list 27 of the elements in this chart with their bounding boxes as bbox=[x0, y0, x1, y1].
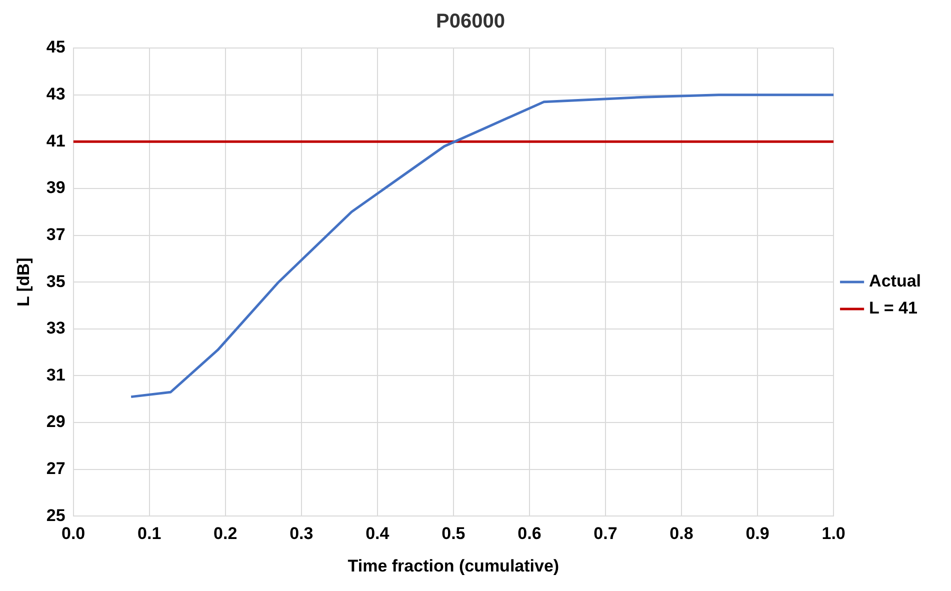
x-axis-title: Time fraction (cumulative) bbox=[348, 556, 560, 576]
x-tick-label: 0.1 bbox=[138, 524, 162, 544]
y-axis-title: L [dB] bbox=[14, 258, 33, 306]
chart-title: P06000 bbox=[436, 10, 505, 33]
y-tick-label: 41 bbox=[46, 131, 66, 150]
y-tick-label: 27 bbox=[46, 459, 66, 478]
legend-label: Actual bbox=[869, 272, 922, 291]
x-tick-label: 0.2 bbox=[214, 524, 238, 544]
x-tick-label: 0.3 bbox=[290, 524, 314, 544]
x-tick-label: 0.7 bbox=[594, 524, 618, 544]
x-tick-label: 0.8 bbox=[670, 524, 694, 544]
x-tick-label: 0.9 bbox=[746, 524, 770, 544]
y-tick-label: 43 bbox=[46, 84, 66, 104]
y-tick-label: 33 bbox=[46, 318, 66, 338]
y-tick-label: 29 bbox=[46, 412, 66, 432]
y-tick-label: 37 bbox=[46, 224, 66, 244]
x-tick-label: 0.6 bbox=[518, 524, 542, 544]
y-tick-label: 25 bbox=[46, 506, 66, 525]
legend-label: L = 41 bbox=[869, 298, 918, 318]
x-tick-label: 0.4 bbox=[366, 524, 390, 544]
y-tick-label: 31 bbox=[46, 365, 66, 384]
y-tick-label: 39 bbox=[46, 178, 66, 198]
y-tick-label: 45 bbox=[46, 38, 66, 57]
y-tick-label: 35 bbox=[46, 272, 66, 291]
x-tick-label: 0.5 bbox=[442, 524, 466, 544]
x-tick-label: 1.0 bbox=[822, 524, 846, 544]
x-tick-label: 0.0 bbox=[61, 524, 86, 544]
